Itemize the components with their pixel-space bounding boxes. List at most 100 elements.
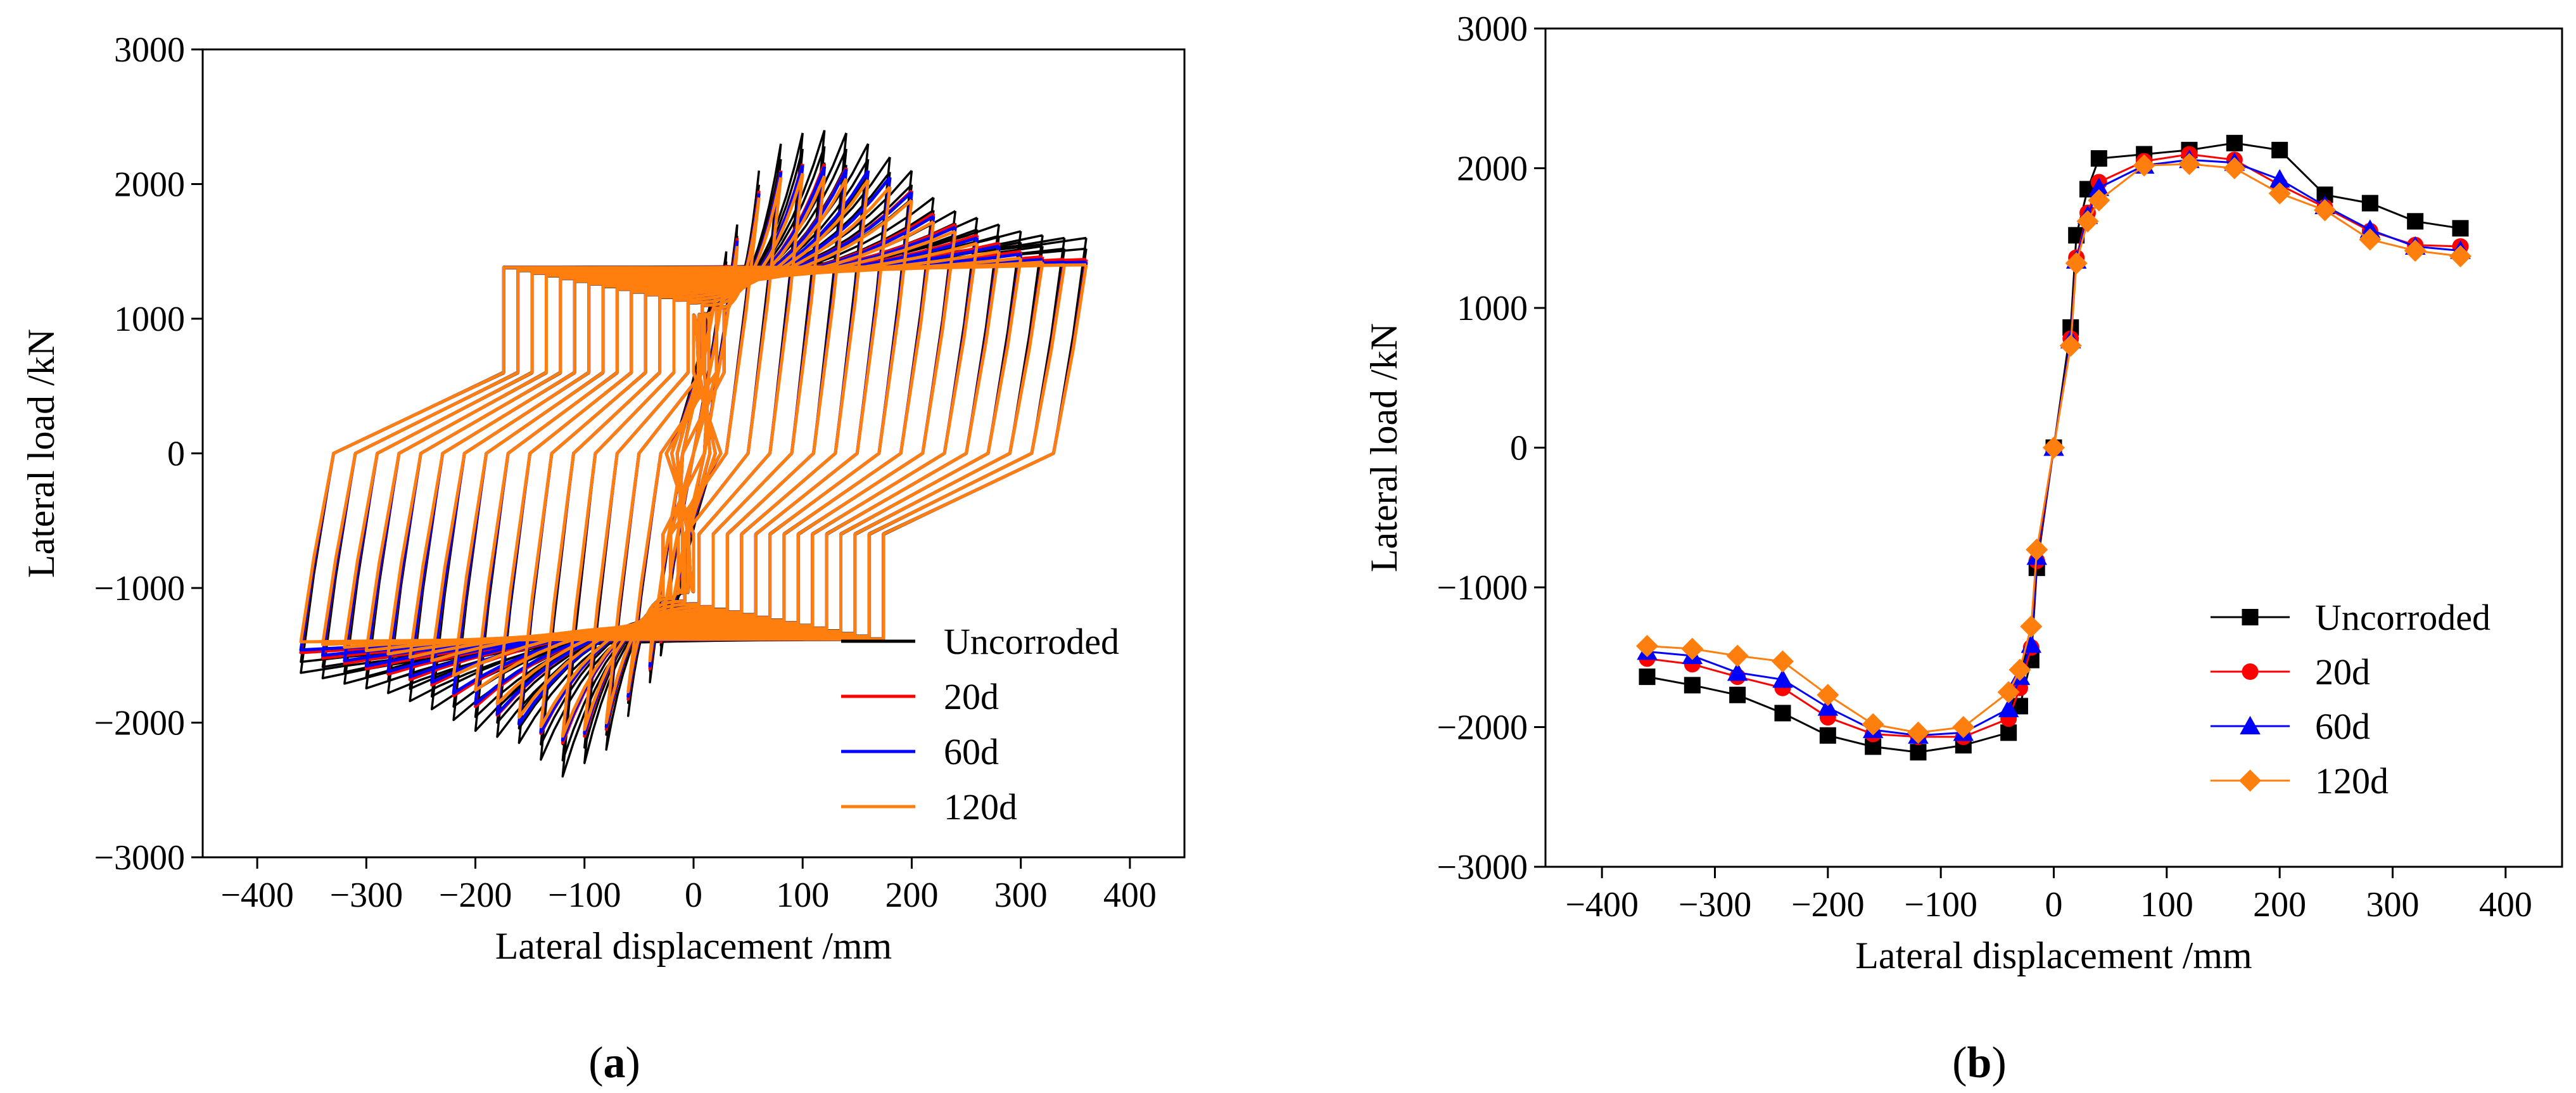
panel-a: −400 −300 −200 −100 0 100 200 300 400−3000−2000−… (20, 30, 1186, 1087)
marker-square (1819, 727, 1836, 744)
marker-square (1910, 744, 1927, 761)
legend-label: Uncorroded (944, 621, 1119, 662)
legend-label: 60d (944, 731, 999, 772)
series-120d (1635, 153, 2472, 744)
marker-diamond (1952, 715, 1975, 739)
marker-diamond (1681, 637, 1704, 660)
y-tick-label: −3000 (94, 838, 185, 878)
marker-diamond (2178, 153, 2201, 176)
marker-square (2407, 213, 2424, 230)
caption-letter: a (604, 1039, 626, 1087)
x-tick-label: 300 (994, 876, 1048, 915)
x-tick-label: −100 (1904, 885, 1977, 924)
legend-label: 120d (944, 786, 1017, 828)
marker-diamond (2449, 245, 2472, 267)
marker-triangle (2088, 177, 2110, 196)
y-axis-label: Lateral load /kN (1363, 323, 1405, 572)
marker-square (1774, 705, 1791, 722)
marker-triangle (2269, 169, 2290, 188)
caption-paren-close: ) (1991, 1039, 2006, 1087)
hysteresis-loop (320, 263, 1067, 646)
y-tick-label: 1000 (114, 300, 185, 339)
x-tick-label: −200 (1791, 885, 1865, 924)
marker-diamond (2223, 157, 2246, 180)
marker-triangle (2240, 715, 2261, 734)
x-tick-label: −300 (330, 876, 403, 915)
y-axis-label: Lateral load /kN (20, 329, 62, 578)
marker-diamond (2088, 189, 2110, 212)
x-tick-label: 100 (776, 876, 829, 915)
marker-square (2090, 150, 2107, 167)
marker-square (2452, 220, 2469, 237)
marker-square (2361, 195, 2378, 212)
y-tick-label: 0 (167, 435, 185, 474)
marker-square (2226, 134, 2243, 151)
x-axis-label: Lateral displacement /mm (1855, 935, 2252, 976)
x-tick-label: 200 (2253, 885, 2306, 924)
x-tick-label: 100 (2140, 885, 2193, 924)
marker-diamond (2404, 240, 2427, 262)
y-tick-label: 2000 (1457, 150, 1528, 189)
panel-b: −400 −300 −200 −100 0 100 200 300 400−3000−2000−… (1363, 10, 2563, 1087)
legend-label: 20d (944, 676, 999, 717)
plot-area (299, 129, 1088, 778)
x-tick-label: 200 (885, 876, 938, 915)
marker-diamond (2076, 210, 2099, 233)
x-tick-label: 0 (2045, 885, 2063, 924)
y-tick-label: 2000 (114, 165, 185, 205)
legend-label: Uncorroded (2315, 597, 2490, 638)
marker-diamond (1997, 681, 2020, 703)
legend-label: 20d (2315, 651, 2370, 693)
marker-triangle (1772, 669, 1793, 688)
marker-diamond (2026, 538, 2048, 561)
x-tick-label: 400 (1103, 876, 1157, 915)
x-tick-label: 0 (685, 876, 702, 915)
x-tick-label: −400 (220, 876, 294, 915)
marker-square (1729, 686, 1746, 703)
x-tick-label: 400 (2479, 885, 2532, 924)
caption-paren-open: ( (1952, 1039, 1967, 1087)
legend: Uncorroded 20d 60d 120d (841, 621, 1119, 828)
marker-diamond (2008, 658, 2031, 681)
marker-diamond (2059, 334, 2082, 357)
y-tick-label: 3000 (1457, 10, 1528, 49)
caption-paren-open: ( (588, 1039, 603, 1087)
legend-label: 60d (2315, 706, 2370, 747)
x-tick-label: 300 (2366, 885, 2420, 924)
y-tick-label: −1000 (1437, 568, 1528, 608)
marker-diamond (1817, 684, 1839, 706)
marker-diamond (1771, 650, 1794, 673)
hysteresis-loop (299, 263, 1088, 644)
x-axis-label: Lateral displacement /mm (495, 925, 892, 967)
panel-caption: (a) (588, 1039, 640, 1087)
x-tick-label: −300 (1678, 885, 1752, 924)
y-tick-label: 1000 (1457, 289, 1528, 328)
marker-square (2000, 724, 2017, 741)
marker-square (2271, 141, 2288, 158)
marker-circle (2242, 663, 2259, 680)
caption-paren-close: ) (626, 1039, 640, 1087)
y-tick-label: −2000 (1437, 708, 1528, 748)
x-tick-label: −100 (548, 876, 621, 915)
caption-letter: b (1967, 1039, 1992, 1087)
panel-caption: (b) (1952, 1039, 2007, 1087)
marker-triangle (1817, 697, 1839, 716)
marker-diamond (2065, 252, 2088, 274)
marker-diamond (1635, 635, 1659, 658)
x-tick-label: −400 (1565, 885, 1639, 924)
y-tick-label: −1000 (94, 569, 185, 608)
y-tick-label: 3000 (114, 30, 185, 70)
marker-square (2242, 609, 2259, 625)
marker-diamond (2268, 182, 2291, 205)
marker-diamond (2020, 615, 2043, 638)
marker-diamond (1862, 713, 1884, 736)
y-tick-label: −2000 (94, 704, 185, 743)
marker-diamond (2133, 154, 2155, 177)
y-tick-label: 0 (1510, 429, 1528, 468)
marker-triangle (1727, 662, 1748, 681)
marker-diamond (2313, 199, 2337, 222)
legend-label: 120d (2315, 760, 2389, 802)
plot-area (1635, 134, 2472, 761)
